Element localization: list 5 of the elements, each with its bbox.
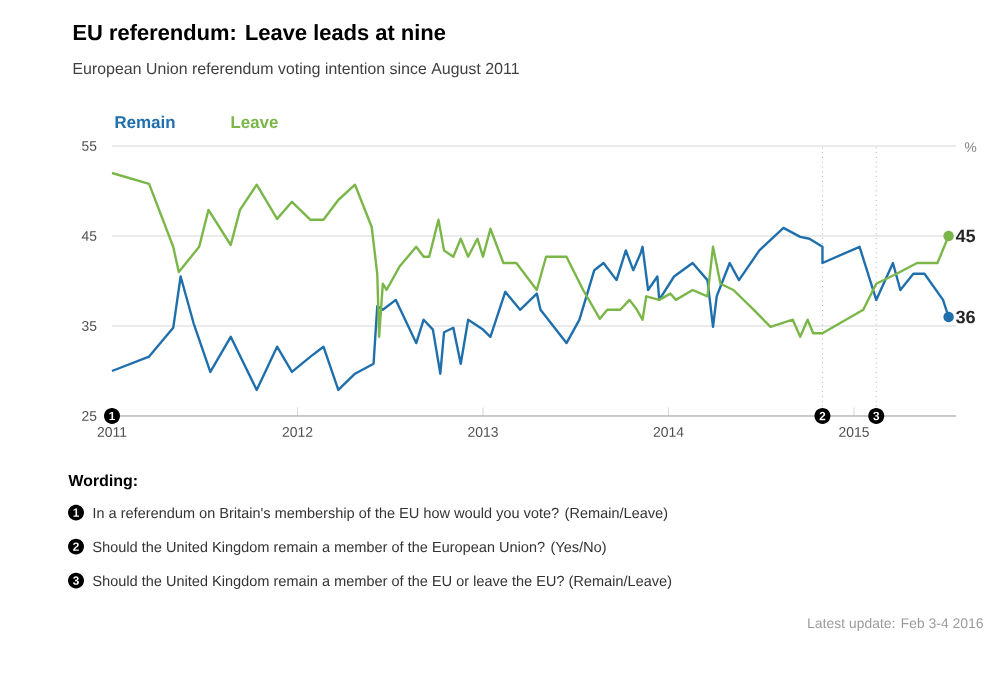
text: Leave <box>231 116 278 129</box>
chart-title: EU referendum: Leave leads at nine <box>73 24 446 41</box>
data-label: 45 <box>955 229 976 243</box>
text: Remain <box>115 115 175 129</box>
data-label: 36 <box>956 310 975 324</box>
